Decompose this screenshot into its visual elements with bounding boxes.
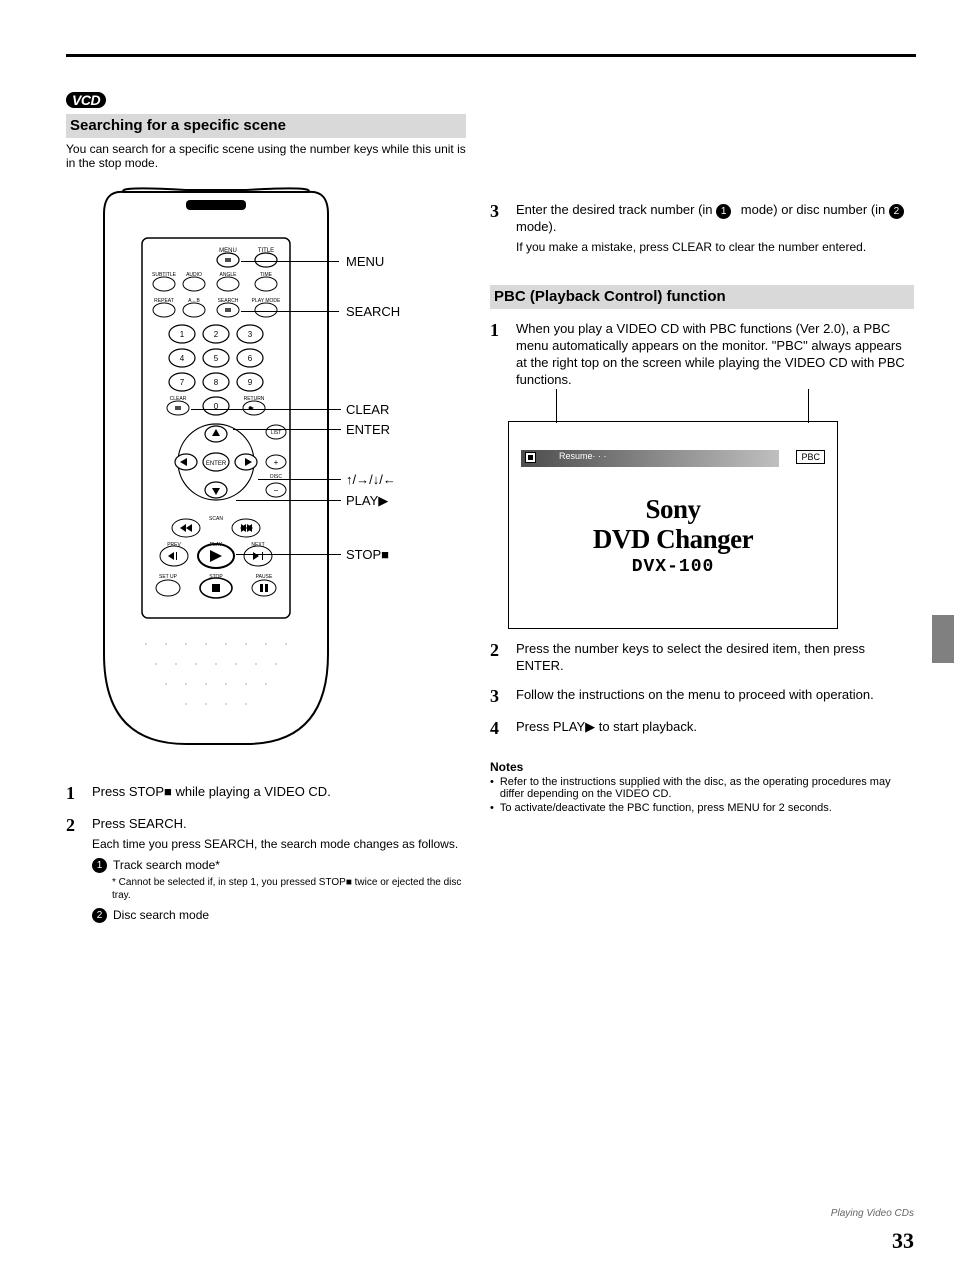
left-step-2: 2 Press SEARCH. Each time you press SEAR… <box>66 816 466 924</box>
svg-text:SCAN: SCAN <box>209 516 223 522</box>
note-1: Refer to the instructions supplied with … <box>490 776 914 800</box>
screen-model: DVX-100 <box>509 557 837 577</box>
left-column: VCD Searching for a specific scene You c… <box>66 92 466 923</box>
svg-text:ENTER: ENTER <box>206 461 227 467</box>
pbc-step-1: 1 When you play a VIDEO CD with PBC func… <box>490 321 914 389</box>
pbc-step-4: 4 Press PLAY▶ to start playback. <box>490 719 914 739</box>
right-column: 3 Enter the desired track number (in 1 m… <box>490 92 914 814</box>
svg-text:4: 4 <box>180 354 185 363</box>
pbc-step-3: 3 Follow the instructions on the menu to… <box>490 687 914 707</box>
right-step-3: 3 Enter the desired track number (in 1 m… <box>490 202 914 255</box>
callout-search: SEARCH <box>346 304 400 319</box>
svg-text:−: − <box>274 486 279 495</box>
stop-icon <box>525 452 536 463</box>
vcd-badge: VCD <box>66 92 106 108</box>
svg-text:8: 8 <box>214 378 219 387</box>
callout-enter: ENTER <box>346 422 390 437</box>
screen-product: DVD Changer <box>509 524 837 555</box>
circ-2-icon: 2 <box>889 204 904 219</box>
svg-text:9: 9 <box>248 378 253 387</box>
svg-text:1: 1 <box>180 330 185 339</box>
remote-diagram: MENU TITLE SUBTITLE AUDIO ANGLE TIME REP… <box>66 184 466 772</box>
callout-clear: CLEAR <box>346 402 389 417</box>
left-step-2-after: Each time you press SEARCH, the search m… <box>92 837 466 853</box>
callout-menu: MENU <box>346 254 384 269</box>
substep-1: 1Track search mode* <box>92 858 466 874</box>
svg-text:PAUSE: PAUSE <box>256 574 273 580</box>
screen-brand: Sony <box>509 494 837 525</box>
page-top-rule <box>66 54 916 57</box>
remote-illustration: MENU TITLE SUBTITLE AUDIO ANGLE TIME REP… <box>86 184 346 759</box>
section-side-tab <box>932 615 954 663</box>
screen-pbc-badge: PBC <box>796 450 825 464</box>
note-2: To activate/deactivate the PBC function,… <box>490 802 914 814</box>
heading-pbc: PBC (Playback Control) function <box>490 285 914 309</box>
section-footer: Playing Video CDs <box>831 1208 914 1219</box>
substep-2: 2Disc search mode <box>92 908 466 924</box>
svg-text:SET UP: SET UP <box>159 574 178 580</box>
svg-text:5: 5 <box>214 354 219 363</box>
heading-search-scene: Searching for a specific scene <box>66 114 466 138</box>
callout-play: PLAY▶ <box>346 493 388 509</box>
left-step-2-title: Press SEARCH. <box>92 816 466 833</box>
notes-heading: Notes <box>490 760 914 774</box>
svg-text:LIST: LIST <box>271 430 282 436</box>
right-step-3-after: If you make a mistake, press CLEAR to cl… <box>516 240 914 256</box>
tv-screen-diagram: Resume· · · PBC Sony DVD Changer DVX-100 <box>508 421 838 629</box>
svg-text:NEXT: NEXT <box>251 542 264 548</box>
left-step-1: 1 Press STOP■ while playing a VIDEO CD. <box>66 784 466 804</box>
svg-text:+: + <box>274 458 279 467</box>
pbc-step-2: 2 Press the number keys to select the de… <box>490 641 914 675</box>
svg-text:6: 6 <box>248 354 253 363</box>
svg-text:2: 2 <box>214 330 219 339</box>
callout-stop: STOP■ <box>346 547 389 562</box>
substep-1-foot: * Cannot be selected if, in step 1, you … <box>112 876 466 902</box>
intro-search-scene: You can search for a specific scene usin… <box>66 142 466 170</box>
callout-arrows: ↑/→/↓/← <box>346 472 396 487</box>
svg-text:3: 3 <box>248 330 253 339</box>
circ-1-icon: 1 <box>716 204 731 219</box>
screen-resume-text: Resume· · · <box>559 451 607 461</box>
page-number: 33 <box>892 1228 914 1254</box>
svg-text:7: 7 <box>180 378 185 387</box>
